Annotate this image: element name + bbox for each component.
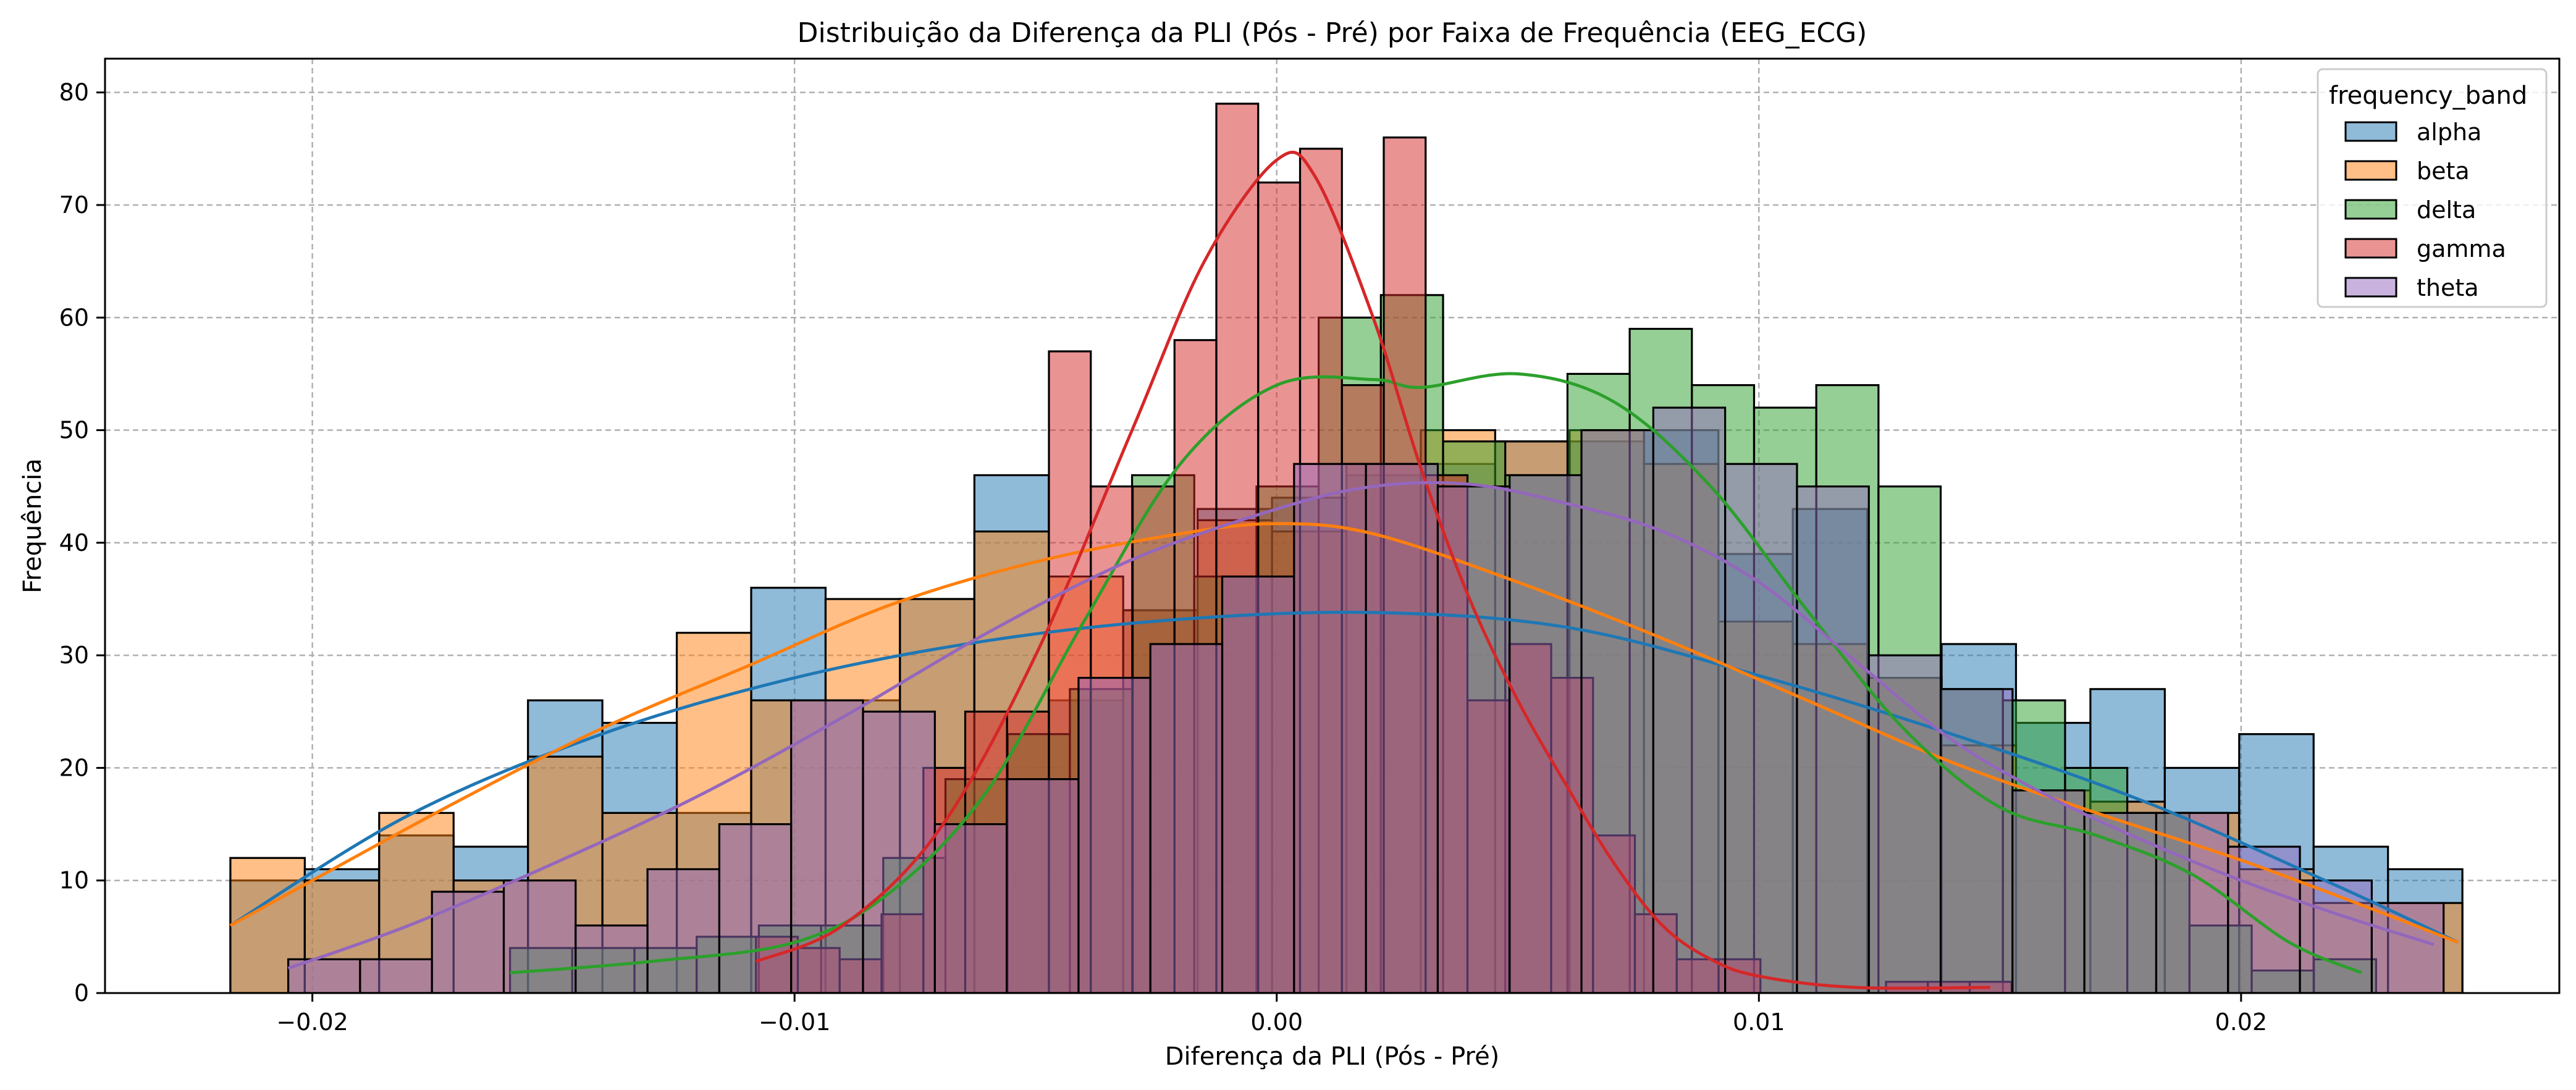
axes-frame (104, 57, 2561, 994)
histogram-bar (2011, 789, 2086, 993)
histogram-bar (790, 699, 864, 993)
histogram-bar (1221, 575, 1295, 993)
legend-item-beta: beta (2344, 157, 2470, 185)
series-theta-bars (287, 406, 2445, 993)
histogram-bar (1436, 485, 1511, 993)
legend-item-delta: delta (2344, 196, 2476, 224)
legend-swatch (2344, 160, 2397, 181)
legend-label: alpha (2417, 119, 2481, 146)
histogram-bar (1293, 463, 1367, 993)
legend-swatch (2344, 199, 2397, 220)
histogram-bar (1006, 778, 1080, 993)
series-delta-kde-line (510, 372, 2362, 975)
histogram-bar (2227, 845, 2301, 993)
legend-title: frequency_band (2329, 82, 2527, 110)
legend-swatch (2344, 121, 2397, 142)
y-tick-label: 70 (59, 191, 89, 219)
legend-item-alpha: alpha (2344, 119, 2481, 146)
histogram-bar (1580, 429, 1654, 993)
legend-label: beta (2417, 157, 2470, 185)
histogram-bar (1724, 463, 1798, 993)
series-gamma-kde-line (755, 151, 1990, 990)
legend-label: gamma (2417, 235, 2506, 262)
y-axis-label: Frequência (19, 458, 47, 593)
histogram-bar (862, 710, 936, 993)
kde-curves (229, 151, 2459, 990)
histogram-bar (646, 868, 721, 993)
histogram-bar (1149, 643, 1224, 993)
x-tick-label: −0.01 (759, 1008, 830, 1036)
y-tick-label: 80 (59, 79, 89, 106)
plot-frame (104, 57, 2561, 994)
legend: frequency_band alpha beta delta gamma theta (2317, 68, 2548, 308)
legend-swatch (2344, 238, 2397, 259)
series-beta-kde-line (229, 522, 2459, 944)
legend-item-theta: theta (2344, 274, 2479, 301)
legend-label: delta (2417, 196, 2476, 224)
histogram-bar (575, 924, 649, 993)
y-tick-label: 30 (59, 642, 89, 669)
histogram-bar (1796, 485, 1870, 993)
legend-item-gamma: gamma (2344, 235, 2506, 262)
y-tick-label: 0 (74, 979, 89, 1007)
histogram-bar (502, 879, 577, 993)
chart-title: Distribuição da Diferença da PLI (Pós - … (798, 17, 1867, 49)
legend-items: alpha beta delta gamma theta (2344, 119, 2506, 301)
y-tick-label: 10 (59, 867, 89, 894)
histogram-bar (359, 958, 433, 993)
y-tick-label: 40 (59, 529, 89, 556)
histogram-bar (933, 823, 1008, 993)
x-axis-label: Diferença da PLI (Pós - Pré) (1165, 1042, 1500, 1071)
histogram-bars (229, 103, 2464, 993)
legend-label: theta (2417, 274, 2479, 301)
series-theta-kde-line (287, 480, 2435, 970)
y-tick-label: 60 (59, 304, 89, 331)
y-tick-label: 20 (59, 754, 89, 781)
x-tick-label: 0.00 (1250, 1008, 1303, 1036)
histogram-bar (2370, 902, 2445, 993)
histogram-bar (1365, 463, 1439, 993)
histogram-bar (2155, 811, 2229, 993)
legend-swatch (2344, 277, 2397, 298)
x-tick-label: 0.02 (2215, 1008, 2268, 1036)
histogram-bar (1867, 654, 1942, 993)
axis-ticks: −0.02 −0.01 0.00 0.01 0.02 0 10 20 30 40 50 60 70 80 (59, 79, 2268, 1036)
histogram-bar (1652, 406, 1727, 993)
y-tick-label: 50 (59, 417, 89, 444)
series-alpha-kde-line (229, 610, 2459, 944)
x-tick-label: 0.01 (1733, 1008, 1785, 1036)
histogram-bar (1077, 676, 1151, 993)
histogram-bar (718, 823, 793, 993)
histogram-bar (431, 891, 505, 993)
x-tick-label: −0.02 (276, 1008, 348, 1036)
histogram-bar (1509, 474, 1583, 993)
